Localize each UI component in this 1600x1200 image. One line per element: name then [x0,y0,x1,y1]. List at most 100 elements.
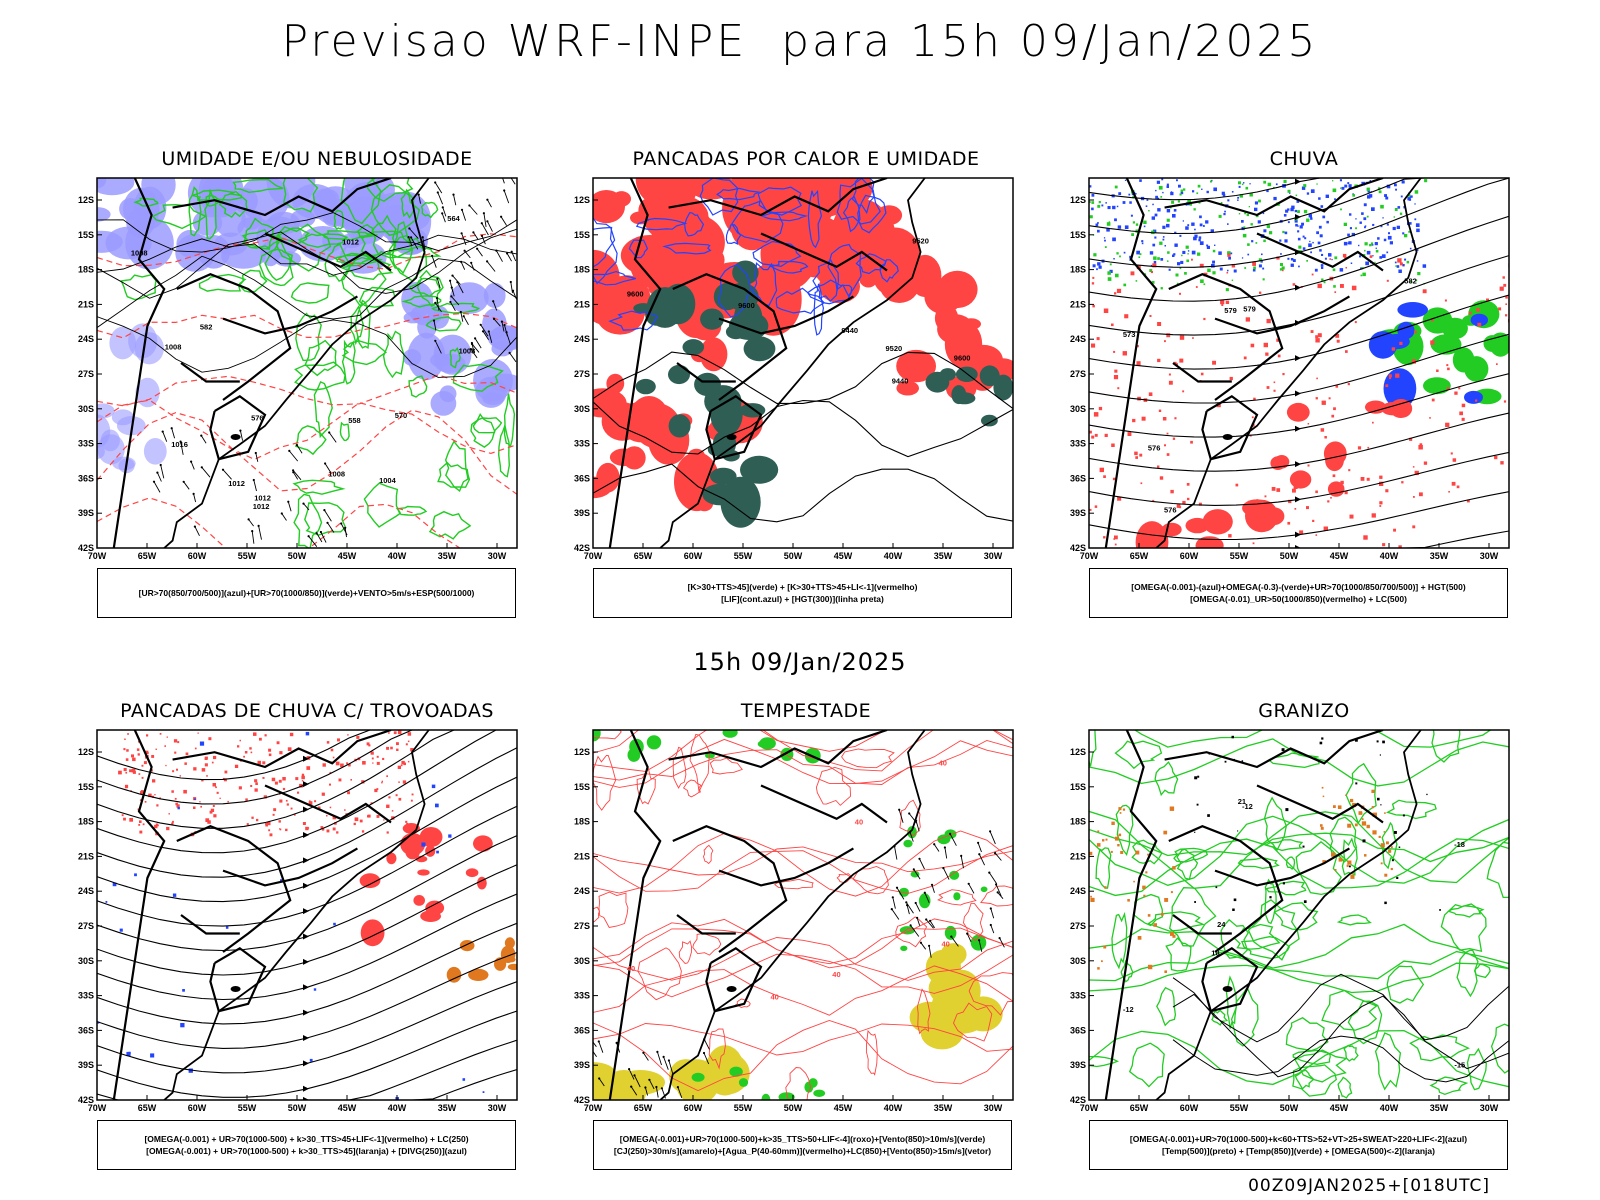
shaded-area [1325,449,1344,472]
speckle [322,763,326,767]
speckle [1156,180,1160,184]
contour-line [1089,950,1509,982]
speckle [405,820,408,823]
speckle [329,771,332,774]
contour-label: 1008 [328,469,345,478]
contour-line [356,224,375,237]
speckle [1486,298,1489,302]
speckle [372,762,374,764]
speckle [194,798,196,800]
speckle [174,751,177,754]
shaded-area [1185,517,1210,534]
contour-line [358,286,396,308]
speckle [1287,221,1290,224]
speckle [1345,267,1347,269]
speckle [1131,233,1134,236]
contour-label: 564 [447,214,460,223]
contour-line [408,375,428,398]
streamline-arrow [303,933,309,940]
speckle [1170,932,1174,936]
speckle [1169,806,1175,811]
speckle [1140,482,1143,485]
speckle [1316,377,1318,380]
wind-vector-head [989,923,992,927]
wind-vector-head [909,924,912,927]
speckle [1366,824,1370,829]
contour-line [340,252,387,308]
speckle [1292,488,1296,493]
lon-label: 60W [684,551,703,561]
wind-vector-head [929,919,932,922]
wind-vector [434,340,442,354]
shaded-area [1289,470,1312,489]
country-border [180,362,240,383]
shaded-area [601,402,644,441]
wind-vector-head [459,310,462,314]
speckle [332,756,335,759]
wind-vector [464,250,471,259]
speckle [1345,350,1348,353]
speckle [182,989,185,992]
speckle [1320,205,1324,208]
speckle [254,788,258,792]
shaded-area [896,349,936,383]
speckle [1118,807,1122,811]
wind-vector [434,302,442,312]
speckle [1410,280,1412,283]
wind-vector-head [408,227,411,230]
speckle [213,814,217,818]
speckle [1415,223,1420,227]
lat-label: 27S [1070,921,1086,931]
lake-mark [1222,434,1233,440]
speckle [278,779,282,783]
contour-label: 40 [939,759,947,768]
contour-label: 576 [1148,444,1161,453]
speckle [1452,458,1457,462]
wind-vector-head [315,532,318,535]
speckle [256,818,259,822]
wind-vector [503,190,510,204]
speckle [1187,497,1190,501]
speckle [123,817,126,821]
speckle [1095,223,1099,227]
contour-line [751,261,778,307]
speckle [1364,226,1366,229]
shaded-area [97,403,115,419]
legend-line: [OMEGA(-0.001)+UR>70(1000-500)+k>35_TTS>… [619,1134,986,1144]
speckle [126,749,129,752]
wind-vector [470,262,475,271]
wind-vector [924,892,930,903]
shaded-area [1397,321,1415,340]
contour-line [321,230,378,241]
wind-vector-head [449,279,452,282]
speckle [1172,254,1175,257]
shaded-area [1470,313,1488,327]
speckle [265,822,268,825]
contour-line [842,195,861,233]
contour-label: 9600 [627,289,644,298]
contour-line [709,757,743,775]
speckle [329,806,332,809]
contour-line [715,187,761,201]
lon-label: 30W [1480,1103,1499,1113]
wind-vector-head [449,300,452,304]
speckle [1215,886,1218,889]
speckle [129,769,132,773]
speckle [1322,860,1326,864]
speckle [238,786,242,790]
wind-vector [480,324,489,337]
speckle [1355,738,1358,742]
wind-vector-head [441,206,444,209]
speckle [436,850,439,854]
speckle [1393,528,1396,532]
contour-label: 582 [200,322,213,331]
speckle [356,735,360,739]
speckle [1413,496,1415,498]
wind-vector-head [452,193,455,196]
speckle [193,767,197,771]
speckle [1381,254,1386,258]
lat-label: 12S [574,747,590,757]
speckle [1379,501,1383,505]
speckle [1172,866,1176,870]
country-border [222,295,358,335]
